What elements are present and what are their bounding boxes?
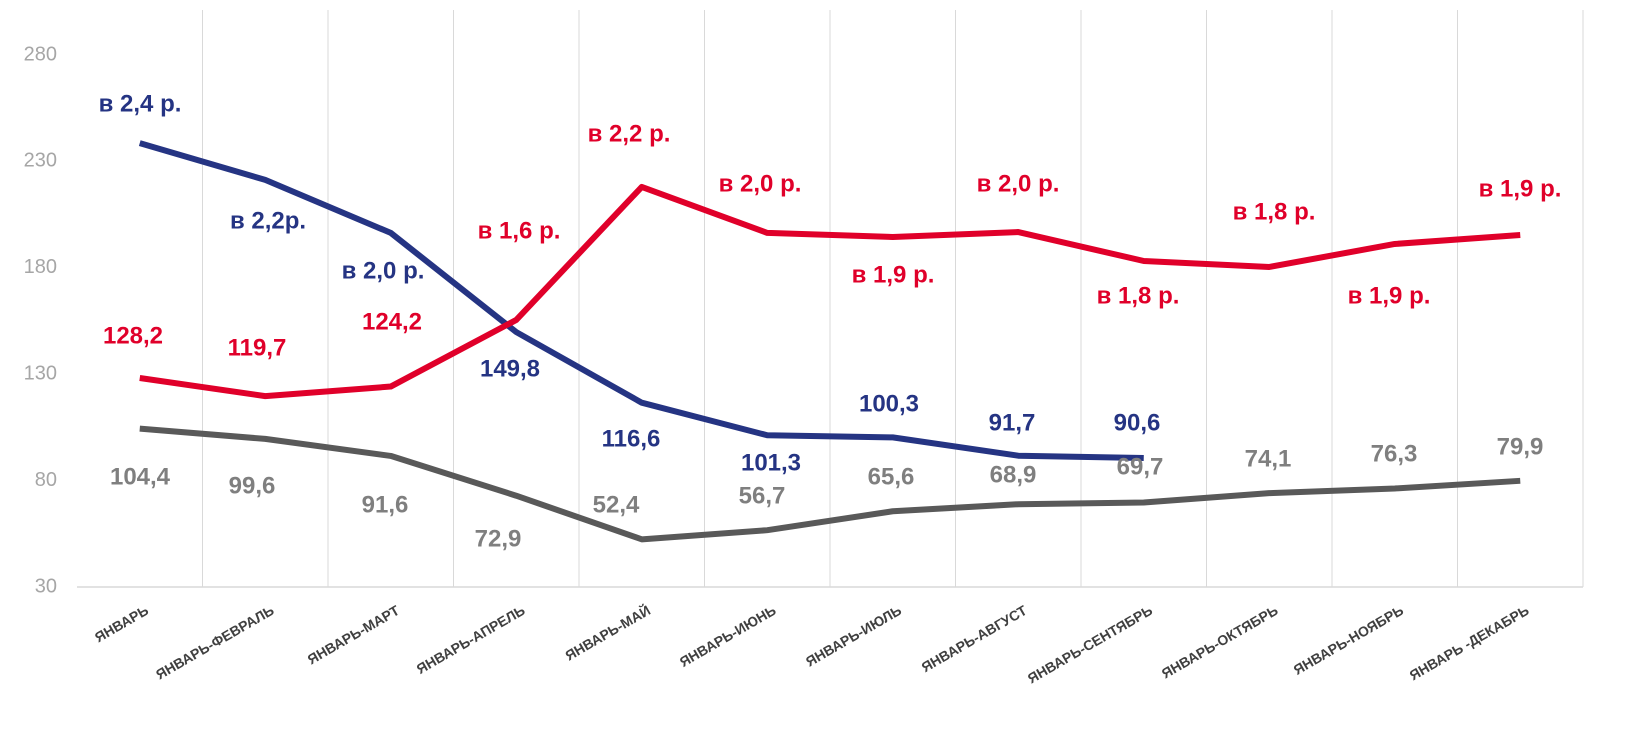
data-label: 119,7 [228,334,287,361]
data-label: 104,4 [110,463,171,490]
data-label: 101,3 [741,449,801,476]
annotation: в 2,2р. [230,207,306,234]
annotation: в 2,4 р. [99,90,182,117]
annotation: в 1,9 р. [852,261,935,288]
x-tick-label: ЯНВАРЬ-АПРЕЛЬ [414,602,528,677]
data-label: 69,7 [1117,453,1164,480]
line [139,183,1521,400]
y-tick-label: 180 [24,256,57,278]
data-label: 52,4 [593,491,640,518]
data-label: 91,7 [989,409,1036,436]
annotation: в 1,9 р. [1479,175,1562,202]
y-tick-label: 80 [35,469,57,491]
annotation: в 2,0 р. [977,170,1060,197]
data-label: 79,9 [1497,433,1544,460]
annotation: в 1,8 р. [1097,282,1180,309]
data-label: 90,6 [1114,409,1161,436]
y-tick-label: 280 [24,43,57,65]
x-tick-label: ЯНВАРЬ-НОЯБРЬ [1291,602,1406,678]
data-label: 68,9 [990,461,1037,488]
data-label: 124,2 [362,308,422,335]
data-label: 56,7 [739,482,786,509]
x-tick-label: ЯНВАРЬ-ИЮНЬ [677,602,779,670]
data-label: 76,3 [1371,440,1418,467]
line [139,425,1521,543]
x-tick-label: ЯНВАРЬ-СЕНТЯБРЬ [1025,602,1155,686]
y-tick-label: 230 [24,150,57,172]
annotation: в 1,6 р. [478,217,561,244]
annotation: в 1,8 р. [1233,198,1316,225]
x-tick-label: ЯНВАРЬ-ФЕВРАЛЬ [153,602,277,683]
data-label: 65,6 [868,463,915,490]
x-tick-label: ЯНВАРЬ-МАЙ [562,601,653,664]
annotation: в 2,0 р. [719,170,802,197]
data-label: 100,3 [859,390,919,417]
annotation: в 2,0 р. [342,257,425,284]
data-label: 72,9 [475,525,522,552]
x-tick-label: ЯНВАРЬ-ИЮЛЬ [803,602,904,670]
data-label: 116,6 [602,425,661,452]
x-tick-label: ЯНВАРЬ-ОКТЯБРЬ [1159,602,1281,682]
x-tick-label: ЯНВАРЬ [92,602,151,645]
x-tick-label: ЯНВАРЬ-МАРТ [305,602,403,668]
annotation: в 1,9 р. [1348,282,1431,309]
y-tick-label: 30 [35,575,57,597]
y-tick-label: 130 [24,362,57,384]
data-label: 99,6 [229,472,276,499]
x-tick-label: ЯНВАРЬ-АВГУСТ [919,602,1030,676]
annotation: в 2,2 р. [588,120,671,147]
data-label: 74,1 [1245,445,1292,472]
data-label: 149,8 [480,355,540,382]
line [138,140,1144,462]
data-label: 128,2 [103,322,163,349]
data-label: 91,6 [362,491,409,518]
x-tick-label: ЯНВАРЬ -ДЕКАБРЬ [1407,602,1532,683]
